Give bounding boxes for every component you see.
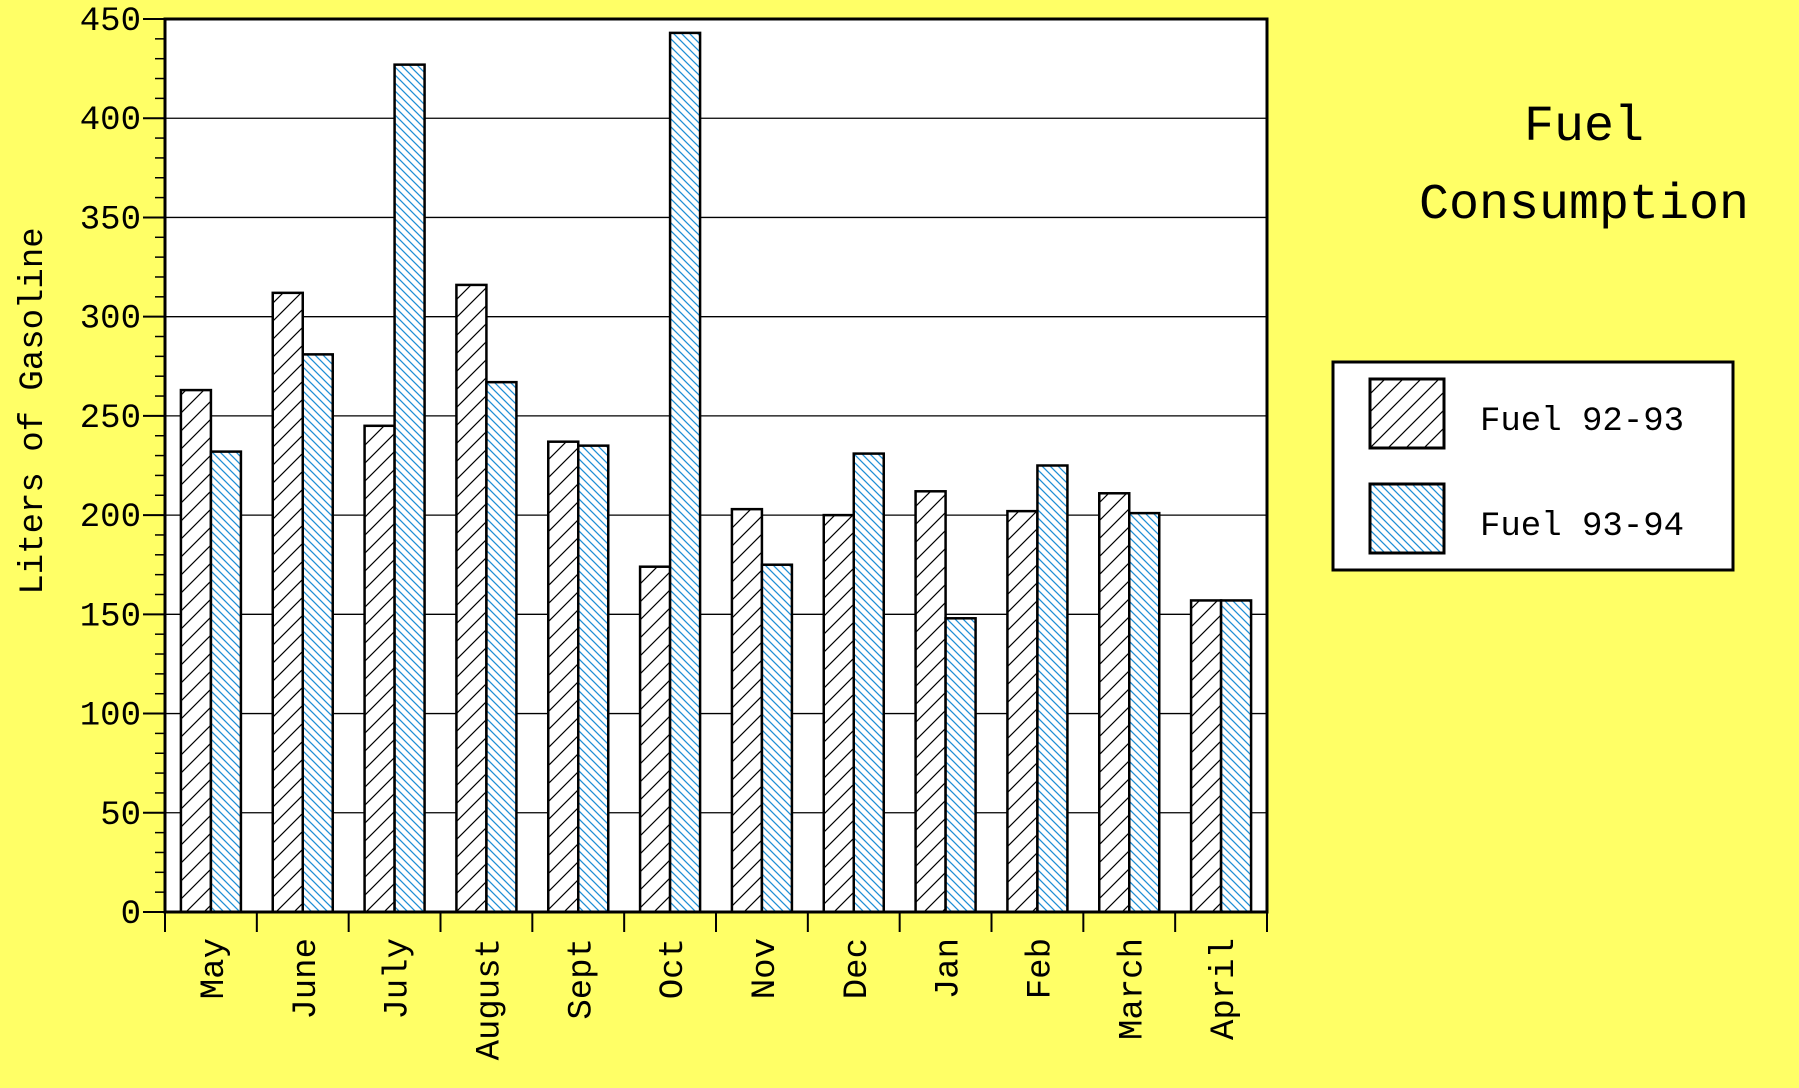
bar-fuel-93-94-nov <box>760 563 794 914</box>
bar-fuel-93-94-feb <box>1036 464 1069 914</box>
y-tick-label: 350 <box>80 201 141 239</box>
bar-fuel-92-93-june <box>271 291 304 914</box>
bar-fuel-92-93-march <box>1098 492 1131 914</box>
bar-fuel-93-94-jan <box>944 617 977 914</box>
bar-fuel-92-93-jan <box>914 490 947 914</box>
y-tick-label: 200 <box>80 499 141 537</box>
bar-fuel-92-93-dec <box>822 513 855 914</box>
x-category-label: Sept <box>563 938 601 1020</box>
x-category-label: June <box>288 938 326 1020</box>
bar-fuel-93-94-march <box>1128 511 1161 914</box>
x-category-label: May <box>196 938 234 999</box>
x-category-label: April <box>1206 938 1244 1040</box>
bar-fuel-92-93-feb <box>1006 509 1039 914</box>
y-tick-label: 300 <box>80 301 141 339</box>
bar-fuel-93-94-august <box>485 380 518 914</box>
bars <box>179 31 1253 914</box>
y-axis: 0 50 100 150 200 250 300 350 400 450 <box>80 3 165 934</box>
legend: Fuel 92-93 Fuel 93-94 <box>1331 360 1735 572</box>
bar-fuel-92-93-august <box>455 283 488 914</box>
bar-fuel-93-94-oct <box>668 31 702 914</box>
bar-fuel-93-94-may <box>209 450 243 914</box>
y-axis-title: Liters of Gasoline <box>15 227 53 594</box>
bar-fuel-93-94-june <box>301 353 334 914</box>
x-axis: May June July August Sept Oct Nov Dec Jan Feb Marc… <box>164 912 1268 1060</box>
bar-fuel-92-93-nov <box>730 507 764 914</box>
x-category-label: March <box>1114 938 1152 1040</box>
y-tick-label: 400 <box>80 102 141 140</box>
x-category-label: Dec <box>839 938 877 999</box>
legend-swatch-fuel-93-94 <box>1368 482 1446 555</box>
chart-title-line-2: Consumption <box>1419 177 1749 234</box>
bar-fuel-92-93-july <box>363 424 396 914</box>
legend-label-fuel-93-94: Fuel 93-94 <box>1480 508 1684 546</box>
x-category-label: July <box>380 938 418 1020</box>
x-category-label: Feb <box>1022 938 1060 999</box>
bar-fuel-92-93-sept <box>547 440 580 914</box>
chart-title-line-1: Fuel <box>1524 99 1644 156</box>
bar-fuel-93-94-april <box>1219 599 1253 914</box>
legend-swatch-fuel-92-93 <box>1368 377 1446 450</box>
y-tick-label: 150 <box>80 598 141 636</box>
y-tick-label: 450 <box>80 3 141 41</box>
bar-fuel-93-94-july <box>393 63 426 914</box>
x-category-label: Nov <box>747 938 785 999</box>
y-tick-label: 50 <box>100 797 141 835</box>
x-category-label: August <box>471 938 509 1060</box>
gridlines <box>165 117 1267 814</box>
x-category-label: Jan <box>931 938 969 999</box>
bar-fuel-92-93-oct <box>638 565 672 914</box>
x-category-label: Oct <box>655 938 693 999</box>
plot-area <box>165 19 1267 912</box>
y-tick-label: 250 <box>80 400 141 438</box>
legend-label-fuel-92-93: Fuel 92-93 <box>1480 403 1684 441</box>
bar-fuel-92-93-may <box>179 388 213 914</box>
y-tick-label: 0 <box>121 896 141 934</box>
bar-fuel-92-93-april <box>1189 599 1223 914</box>
y-tick-label: 100 <box>80 698 141 736</box>
bar-fuel-93-94-dec <box>852 452 885 914</box>
bar-fuel-93-94-sept <box>577 444 610 914</box>
